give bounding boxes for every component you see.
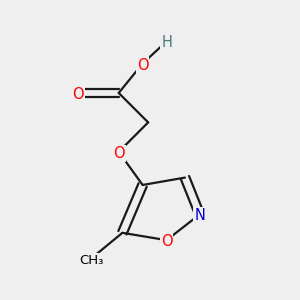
Text: O: O bbox=[137, 58, 148, 73]
Text: N: N bbox=[194, 208, 205, 224]
Text: O: O bbox=[72, 87, 84, 102]
Text: CH₃: CH₃ bbox=[79, 254, 103, 267]
Text: H: H bbox=[161, 35, 172, 50]
Text: O: O bbox=[113, 146, 124, 161]
Text: O: O bbox=[161, 234, 172, 249]
